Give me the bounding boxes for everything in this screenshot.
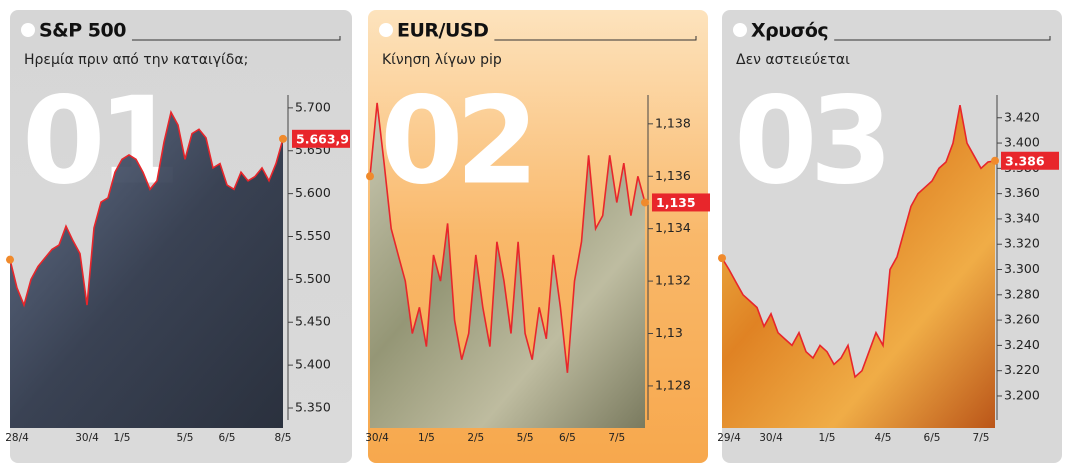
x-tick-label: 8/5	[275, 432, 292, 444]
x-tick-label: 1/5	[114, 432, 131, 444]
current-value-label: 5.663,9	[296, 131, 349, 146]
price-line	[9, 109, 284, 308]
current-dot	[279, 134, 287, 143]
chart-panel: 015.3505.4005.4505.5005.5505.6005.6505.7…	[5, 10, 352, 463]
y-tick-label: 1,134	[655, 220, 691, 235]
y-tick-label: 5.700	[295, 99, 331, 114]
current-value-box	[292, 129, 350, 148]
x-tick-label: 6/5	[924, 432, 941, 444]
x-tick-label: 6/5	[219, 432, 236, 444]
x-tick-label: 7/5	[973, 432, 990, 444]
y-tick-label: 1,128	[655, 377, 691, 392]
title-bullet	[21, 23, 35, 37]
price-line	[369, 102, 646, 373]
start-dot	[6, 255, 14, 264]
y-tick-label: 3.300	[1004, 261, 1040, 276]
x-tick-label: 5/5	[517, 432, 534, 444]
x-tick-label: 1/5	[418, 432, 435, 444]
y-tick-label: 5.500	[295, 271, 331, 286]
x-tick-label: 2/5	[467, 432, 484, 444]
title-bullet	[379, 23, 393, 37]
chart-title: S&P 500	[39, 20, 126, 42]
chart-subtitle: Ηρεμία πριν από την καταιγίδα;	[24, 52, 248, 68]
x-tick-label: 30/4	[759, 432, 783, 444]
badge-number: 02	[380, 73, 531, 212]
y-tick-label: 3.240	[1004, 337, 1040, 352]
y-tick-label: 3.420	[1004, 109, 1040, 124]
chart-subtitle: Δεν αστειεύεται	[736, 52, 850, 68]
title-bullet	[733, 23, 747, 37]
y-tick-label: 3.260	[1004, 312, 1040, 327]
x-tick-label: 29/4	[717, 432, 741, 444]
x-tick-label: 1/5	[819, 432, 836, 444]
photo-area	[10, 112, 283, 428]
current-dot	[991, 156, 999, 165]
current-value-box	[652, 193, 710, 212]
y-tick-label: 1,132	[655, 273, 691, 288]
chart-panel: 03 3.200 3.220 3.240 3.260 3.280 3.300 3.320 3.3…	[717, 10, 1062, 463]
y-tick-label: 5.450	[295, 314, 331, 329]
x-tick-label: 28/4	[5, 432, 29, 444]
chart-title: Χρυσός	[751, 20, 828, 42]
title-rule	[834, 36, 1051, 41]
y-tick-label: 3.320	[1004, 236, 1040, 251]
x-tick-label: 5/5	[177, 432, 194, 444]
y-tick-label: 1,136	[655, 168, 691, 183]
photo-area	[370, 102, 645, 429]
y-tick-label: 3.400	[1004, 135, 1040, 150]
y-tick-label: 5.400	[295, 357, 331, 372]
x-tick-label: 30/4	[365, 432, 389, 444]
price-line	[721, 104, 996, 379]
chart-panel: 02 1,128 1,13 1,132 1,134 1,136 1,138 30/4 1/5 2/…	[365, 10, 710, 463]
current-value-label: 3.386	[1005, 153, 1045, 168]
y-tick-label: 1,138	[655, 115, 691, 130]
current-value-box	[1001, 151, 1059, 170]
current-dot	[641, 198, 649, 207]
chart-subtitle: Κίνηση λίγων pip	[382, 52, 502, 68]
badge-number: 03	[734, 73, 885, 212]
start-dot	[366, 172, 374, 181]
y-tick-label: 1,13	[655, 325, 683, 340]
y-tick-label: 5.600	[295, 185, 331, 200]
y-tick-label: 5.350	[295, 399, 331, 414]
y-tick-label: 3.200	[1004, 387, 1040, 402]
x-tick-label: 7/5	[608, 432, 625, 444]
y-tick-label: 3.280	[1004, 286, 1040, 301]
x-tick-label: 6/5	[559, 432, 576, 444]
current-value-label: 1,135	[656, 195, 696, 210]
y-tick-label: 5.550	[295, 228, 331, 243]
y-tick-label: 3.360	[1004, 185, 1040, 200]
title-rule	[131, 36, 341, 41]
x-tick-label: 4/5	[875, 432, 892, 444]
start-dot	[718, 254, 726, 263]
title-rule	[494, 36, 697, 41]
y-tick-label: 3.220	[1004, 362, 1040, 377]
y-tick-label: 3.340	[1004, 210, 1040, 225]
chart-title: EUR/USD	[397, 20, 488, 42]
x-tick-label: 30/4	[75, 432, 99, 444]
